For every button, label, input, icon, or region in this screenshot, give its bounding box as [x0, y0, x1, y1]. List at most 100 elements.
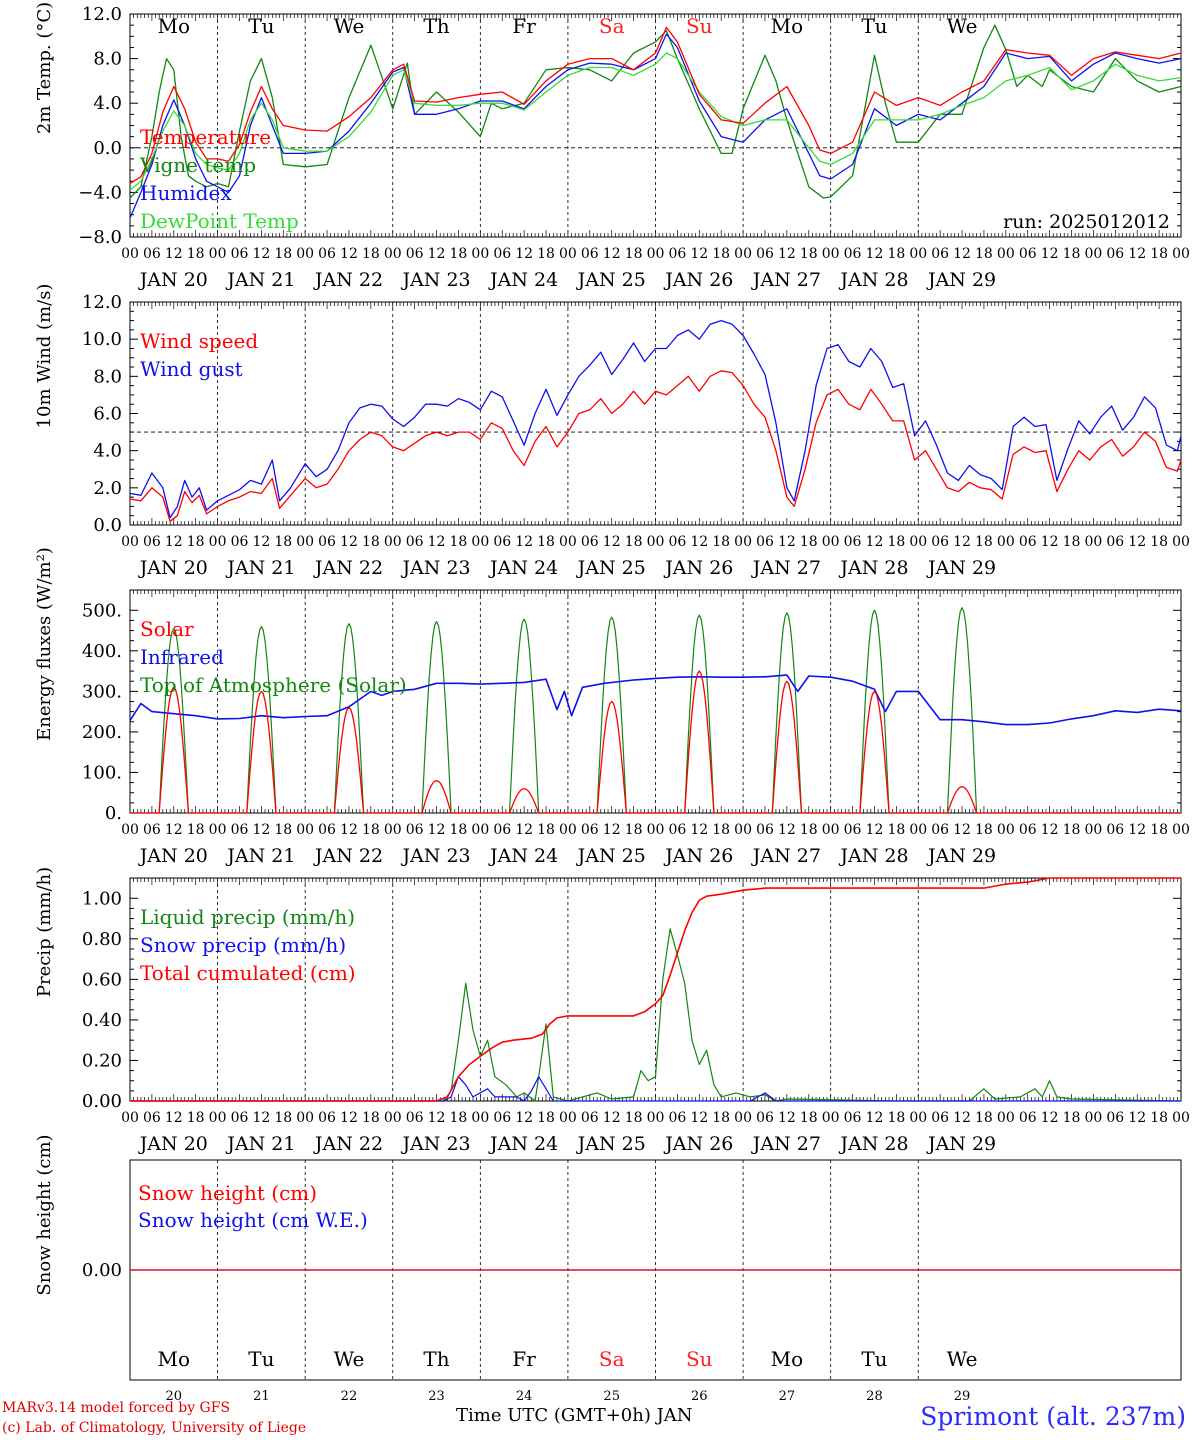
- hour-tick-label: 12: [1041, 246, 1059, 262]
- series-line-infrared: [129, 674, 1182, 726]
- hour-tick-label: 00: [734, 246, 752, 262]
- date-label: JAN 28: [838, 845, 908, 867]
- y-tick-label: 0.00: [82, 1260, 122, 1281]
- legend-liquid-precip-mm-h-: Liquid precip (mm/h): [140, 905, 355, 929]
- hour-tick-label: 00: [1172, 822, 1190, 838]
- y-tick-label: −8.0: [78, 227, 122, 248]
- station-name: Sprimont (alt. 237m): [920, 1402, 1186, 1431]
- time-axis-title: Time UTC (GMT+0h) JAN: [456, 1405, 693, 1426]
- date-label: JAN 20: [138, 269, 208, 291]
- hour-tick-label: 12: [953, 534, 971, 550]
- hour-tick-label: 12: [603, 822, 621, 838]
- y-axis-title: Snow height (cm): [34, 1134, 55, 1295]
- hour-tick-label: 06: [406, 1110, 424, 1126]
- legend-snow-height-cm-w-e-: Snow height (cm W.E.): [138, 1208, 368, 1232]
- legend-dewpoint-temp: DewPoint Temp: [140, 209, 299, 233]
- date-label: JAN 23: [400, 557, 470, 579]
- hour-tick-label: 18: [274, 822, 292, 838]
- y-tick-label: 12.0: [82, 292, 122, 313]
- weekday-label: Tu: [861, 14, 887, 38]
- hour-tick-label: 06: [406, 246, 424, 262]
- y-tick-label: 0.00: [82, 1091, 122, 1112]
- hour-tick-label: 06: [493, 1110, 511, 1126]
- weekday-label: We: [947, 1347, 978, 1371]
- hour-tick-label: 00: [559, 1110, 577, 1126]
- hour-tick-label: 00: [647, 534, 665, 550]
- y-axis-title: Precip (mm/h): [34, 867, 55, 997]
- y-tick-label: 6.0: [93, 404, 122, 425]
- date-label: JAN 25: [576, 269, 646, 291]
- hour-tick-label: 00: [209, 1110, 227, 1126]
- weekday-label: Tu: [248, 1347, 274, 1371]
- hour-tick-label: 18: [800, 246, 818, 262]
- hour-tick-label: 18: [712, 534, 730, 550]
- hour-tick-label: 06: [318, 822, 336, 838]
- hour-tick-label: 18: [450, 1110, 468, 1126]
- weekday-label: Fr: [512, 1347, 536, 1371]
- y-tick-label: 12.0: [82, 4, 122, 25]
- y-tick-label: 10.0: [82, 329, 122, 350]
- series-line-wind-gust: [129, 319, 1182, 519]
- date-label: JAN 28: [838, 1133, 908, 1155]
- date-label: JAN 24: [488, 269, 558, 291]
- date-label: JAN 29: [926, 845, 996, 867]
- hour-tick-label: 06: [493, 246, 511, 262]
- legend-wind-speed: Wind speed: [140, 329, 258, 353]
- y-tick-label: 100.: [82, 762, 122, 783]
- weekday-label: Sa: [599, 1347, 625, 1371]
- hour-tick-label: 00: [734, 1110, 752, 1126]
- date-label: JAN 21: [225, 269, 295, 291]
- weekday-label: Sa: [599, 14, 625, 38]
- date-label: JAN 22: [313, 557, 383, 579]
- legend-snow-height-cm-: Snow height (cm): [138, 1181, 317, 1205]
- hour-tick-label: 00: [1085, 246, 1103, 262]
- y-axis-title: Energy fluxes (W/m²): [34, 547, 55, 741]
- hour-tick-label: 12: [428, 246, 446, 262]
- date-label: JAN 21: [225, 557, 295, 579]
- hour-tick-label: 12: [165, 1110, 183, 1126]
- hour-tick-label: 00: [559, 822, 577, 838]
- date-label: JAN 29: [926, 269, 996, 291]
- hour-tick-label: 12: [340, 1110, 358, 1126]
- series-line-total-cumulated-cm-: [130, 877, 1181, 1102]
- y-tick-label: 0.60: [82, 969, 122, 990]
- hour-tick-label: 06: [143, 534, 161, 550]
- hour-tick-label: 12: [515, 246, 533, 262]
- weekday-label: Mo: [158, 1347, 191, 1371]
- series-line-solar: [130, 670, 1181, 814]
- hour-tick-label: 06: [931, 246, 949, 262]
- panel-1: [129, 13, 1182, 238]
- date-label: JAN 20: [138, 557, 208, 579]
- hour-tick-label: 00: [121, 1110, 139, 1126]
- hour-tick-label: 00: [471, 1110, 489, 1126]
- hour-tick-label: 18: [975, 822, 993, 838]
- hour-tick-label: 06: [1019, 822, 1037, 838]
- hour-tick-label: 12: [953, 822, 971, 838]
- hour-tick-label: 12: [1041, 1110, 1059, 1126]
- hour-tick-label: 00: [121, 822, 139, 838]
- hour-tick-label: 18: [712, 246, 730, 262]
- hour-tick-label: 12: [252, 1110, 270, 1126]
- hour-tick-label: 18: [625, 1110, 643, 1126]
- hour-tick-label: 00: [209, 822, 227, 838]
- hour-tick-label: 12: [953, 1110, 971, 1126]
- hour-tick-label: 18: [712, 822, 730, 838]
- hour-tick-label: 06: [1019, 534, 1037, 550]
- hour-tick-label: 00: [997, 1110, 1015, 1126]
- hour-tick-label: 00: [296, 822, 314, 838]
- y-tick-label: 400.: [82, 641, 122, 662]
- date-label: JAN 20: [138, 1133, 208, 1155]
- hour-tick-label: 18: [450, 534, 468, 550]
- hour-tick-label: 12: [603, 246, 621, 262]
- legend-humidex: Humidex: [140, 181, 232, 205]
- date-label: JAN 27: [751, 1133, 821, 1155]
- hour-tick-label: 06: [231, 246, 249, 262]
- hour-tick-label: 06: [1106, 822, 1124, 838]
- date-label: JAN 23: [400, 845, 470, 867]
- hour-tick-label: 06: [581, 1110, 599, 1126]
- day-number-label: 21: [253, 1389, 270, 1400]
- weekday-label: Su: [686, 14, 713, 38]
- series-line-liquid-precip-mm-h-: [130, 928, 1182, 1102]
- legend-snow-precip-mm-h-: Snow precip (mm/h): [140, 933, 346, 957]
- hour-tick-label: 12: [866, 246, 884, 262]
